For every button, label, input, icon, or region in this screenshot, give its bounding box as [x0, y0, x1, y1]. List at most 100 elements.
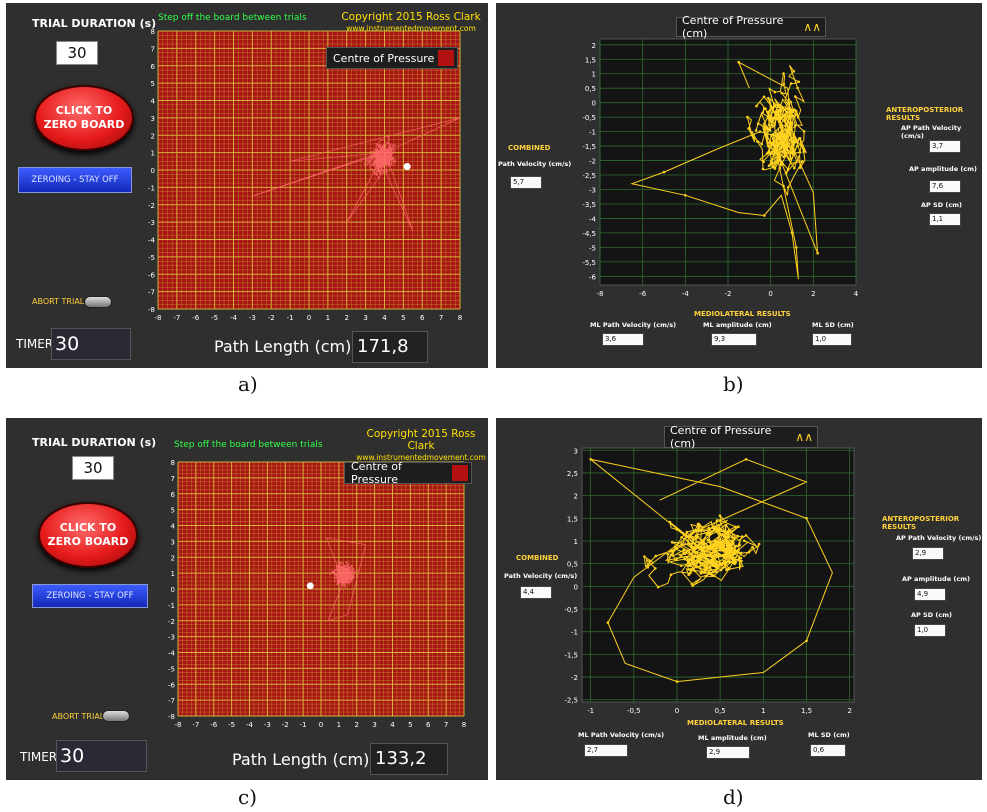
cop-sample [718, 561, 722, 565]
cop-sample [775, 109, 778, 113]
cop-plot-a: -8-8 -7 -7 -6 -6 -5 -5 -4 -4 -3 -3 -2 -2 -1 -1 0 0 1 1 2 2 3 3… [148, 28, 462, 322]
cop-sample [701, 549, 705, 552]
cop-sample [711, 551, 714, 555]
y-tick-label: 2 [171, 554, 175, 562]
y-tick-label: 3 [151, 115, 155, 123]
legend-text-c: Centre of Pressure [351, 460, 402, 486]
y-tick-label: -2 [571, 674, 578, 682]
cop-sample [728, 567, 731, 570]
x-tick-label: -8 [597, 290, 604, 298]
cop-sample [767, 115, 770, 119]
y-tick-label: 0,5 [585, 85, 596, 93]
abort-trial-toggle[interactable] [102, 710, 130, 722]
cop-sample [772, 143, 776, 146]
copyright-notice: Copyright 2015 Ross Clark www.instrument… [341, 11, 481, 35]
cop-sample [690, 582, 694, 586]
cop-sample [710, 555, 714, 558]
cop-sample [684, 194, 687, 197]
cop-sample [747, 127, 750, 130]
cop-sample [715, 519, 719, 522]
cop-sample [727, 545, 731, 549]
cop-sample [779, 124, 783, 127]
current-position-dot [306, 582, 314, 590]
cop-sample [786, 110, 789, 114]
cop-sample [794, 138, 798, 142]
cop-sample [724, 563, 727, 567]
timer-label: TIMER [20, 750, 58, 764]
zero-board-button[interactable]: CLICK TO ZERO BOARD [34, 85, 134, 151]
y-tick-label: 0 [171, 586, 175, 594]
x-tick-label: -4 [682, 290, 690, 298]
step-off-message: Step off the board between trials [158, 13, 307, 23]
cop-sample [726, 556, 729, 559]
cop-sample [694, 547, 697, 550]
cop-sample [789, 127, 793, 131]
x-tick-label: -1 [287, 314, 294, 322]
cop-sample [729, 530, 733, 533]
results-legend-b: Centre of Pressure (cm) ∧∧ [676, 14, 826, 40]
cop-sample [654, 567, 657, 570]
y-tick-label: -8 [168, 713, 175, 721]
x-tick-label: -1 [587, 707, 594, 715]
cop-sample [680, 543, 683, 547]
cop-sample [739, 556, 743, 560]
ml-path-velocity-label: ML Path Velocity (cm/s) [590, 321, 677, 329]
y-tick-label: 6 [171, 491, 176, 499]
cop-sample [769, 162, 773, 166]
cop-sample [707, 526, 710, 530]
zero-button-line1: CLICK TO [59, 521, 117, 534]
ap-results-title: ANTEROPOSTERIOR RESULTS [882, 515, 960, 531]
zero-board-button[interactable]: CLICK TO ZERO BOARD [38, 502, 138, 568]
cop-sample [720, 554, 724, 558]
y-tick-label: -7 [148, 289, 155, 297]
cop-sample [713, 539, 717, 543]
cop-sample [755, 104, 758, 108]
x-tick-label: -6 [210, 721, 218, 729]
path-velocity-label: Path Velocity (cm/s) [504, 572, 578, 580]
x-tick-label: 4 [854, 290, 859, 298]
y-tick-label: 0 [151, 167, 155, 175]
website-text: www.instrumentedmovement.com [356, 453, 486, 462]
cop-sample [786, 135, 789, 138]
trial-duration-input[interactable]: 30 [56, 41, 98, 65]
cop-trace [325, 537, 367, 622]
ml-amplitude-label: ML amplitude (cm) [698, 734, 767, 742]
cop-sample [737, 60, 740, 64]
y-tick-label: -1 [571, 629, 578, 637]
cop-sample [775, 140, 779, 144]
cop-sample [795, 246, 798, 249]
abort-trial-toggle[interactable] [84, 296, 112, 308]
cop-sample [724, 523, 728, 527]
cop-sample [723, 535, 726, 539]
cop-sample [714, 553, 718, 556]
cop-sample [744, 458, 748, 461]
results-legend-text-d: Centre of Pressure (cm) [670, 424, 772, 450]
combined-title: COMBINED [508, 144, 551, 152]
cop-sample [760, 142, 764, 146]
cop-sample [740, 559, 743, 563]
cop-sample [687, 568, 690, 571]
cop-sample [731, 540, 735, 543]
cop-sample [721, 539, 725, 543]
y-tick-label: 0 [574, 583, 578, 591]
y-tick-label: 2 [574, 493, 578, 501]
ap-amplitude-label: AP amplitude (cm) [902, 575, 970, 583]
cop-sample [770, 152, 773, 155]
ap-sd-label: AP SD (cm) [911, 611, 952, 619]
cop-sample [662, 170, 666, 174]
cop-sample [675, 528, 678, 531]
cop-sample [763, 129, 766, 133]
cop-sample [737, 525, 740, 528]
cop-sample [758, 130, 762, 133]
copyright-text: Copyright 2015 Ross Clark [341, 11, 481, 23]
caption-a: a) [238, 372, 258, 396]
cop-sample [756, 122, 760, 125]
cop-sample [777, 105, 780, 109]
trial-duration-input[interactable]: 30 [72, 456, 114, 480]
zero-button-line1: CLICK TO [55, 104, 113, 117]
cop-sample [784, 171, 788, 175]
cop-sample [774, 115, 778, 119]
x-tick-label: -3 [249, 314, 256, 322]
cop-sample [767, 164, 771, 168]
cop-sample [791, 151, 794, 154]
